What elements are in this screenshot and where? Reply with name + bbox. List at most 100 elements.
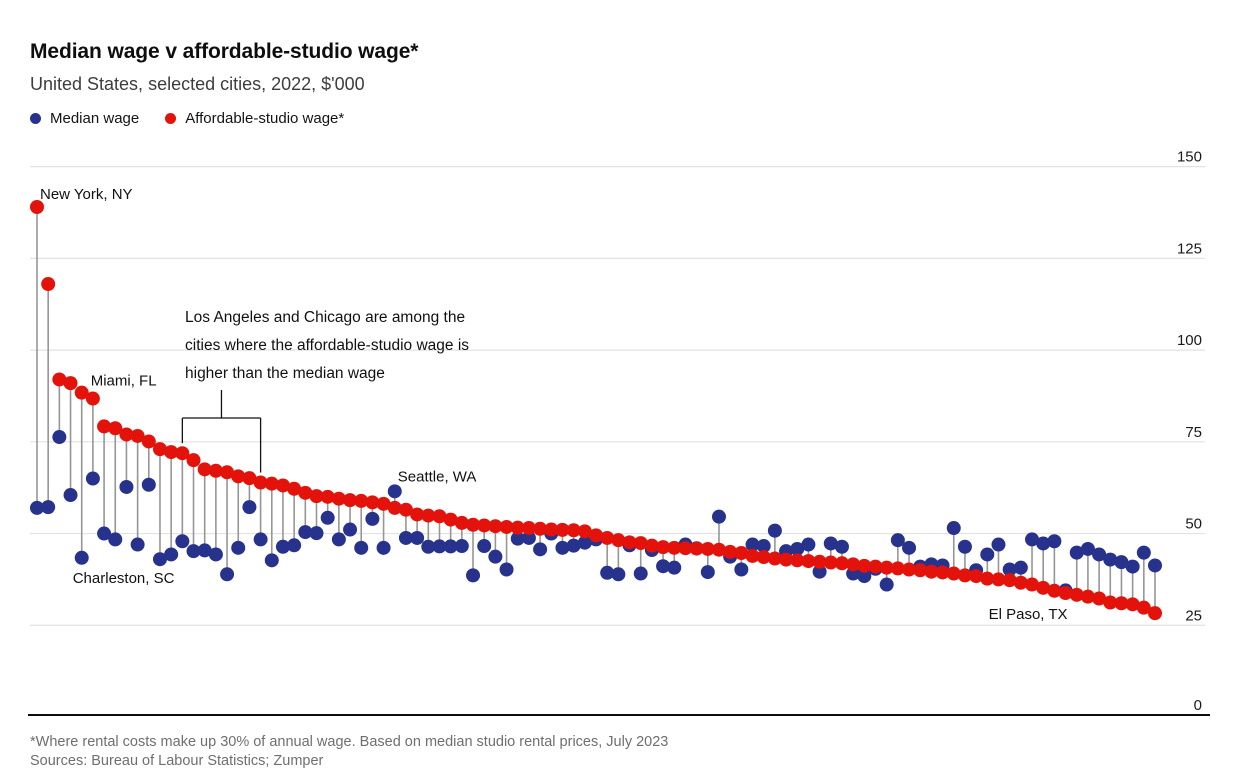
affordable-studio-wage-dot	[1036, 580, 1051, 595]
affordable-studio-wage-dot	[969, 569, 984, 584]
median-wage-dot	[611, 567, 626, 582]
median-wage-dot	[186, 544, 201, 559]
median-wage-dot	[432, 539, 447, 554]
affordable-studio-wage-dot	[577, 524, 592, 539]
affordable-studio-wage-dot	[1058, 585, 1073, 600]
footnote-sources: Sources: Bureau of Labour Statistics; Zu…	[30, 753, 324, 768]
median-wage-dot	[387, 484, 402, 499]
callout-text-line: cities where the affordable-studio wage …	[185, 337, 469, 354]
median-wage-dot	[812, 564, 827, 579]
median-wage-dot	[85, 471, 100, 486]
chart-subtitle: United States, selected cities, 2022, $'…	[30, 74, 365, 94]
city-labels: New York, NY Miami, FL Charleston, SC Seatt…	[40, 186, 1068, 623]
median-wage-dot	[790, 541, 805, 556]
affordable-studio-wage-dot	[935, 565, 950, 580]
median-wage-dot	[1013, 560, 1028, 575]
affordable-studio-wage-dot	[1069, 587, 1084, 602]
median-wage-dot	[30, 500, 44, 515]
median-wage-dot	[443, 539, 458, 554]
median-wage-dot	[577, 535, 592, 550]
affordable-studio-wage-dot	[879, 560, 894, 575]
affordable-studio-wage-dot	[946, 566, 961, 581]
affordable-studio-wage-dot	[186, 453, 201, 468]
y-tick-label: 25	[1185, 607, 1202, 624]
affordable-studio-wage-dot	[1013, 575, 1028, 590]
affordable-studio-wage-dot	[600, 530, 615, 545]
median-wage-dot	[667, 560, 682, 575]
median-wage-dot	[533, 542, 548, 557]
affordable-studio-wage-dot	[980, 571, 995, 586]
median-wage-dot	[1092, 547, 1107, 562]
affordable-studio-wage-dot	[432, 509, 447, 524]
affordable-studio-wage-dot	[1092, 591, 1107, 606]
affordable-studio-wage-dot	[287, 481, 302, 496]
median-wage-dot	[510, 531, 525, 546]
affordable-studio-wage-dot	[365, 495, 380, 510]
median-wage-dot	[175, 534, 190, 549]
median-wage-dot	[275, 539, 290, 554]
affordable-studio-wage-dot	[678, 541, 693, 556]
median-wage-dot	[991, 537, 1006, 552]
affordable-studio-wage-dot	[868, 559, 883, 574]
median-wage-dot-icon	[30, 113, 41, 124]
city-label: El Paso, TX	[989, 606, 1068, 623]
affordable-studio-wage-dot	[756, 550, 771, 565]
median-wage-dot	[220, 567, 235, 582]
affordable-studio-wage-dot	[410, 507, 425, 522]
affordable-studio-wage-dot	[152, 442, 167, 457]
affordable-studio-wage-dot	[667, 540, 682, 555]
affordable-studio-wage-dot	[555, 522, 570, 537]
median-wage-dot	[63, 488, 78, 503]
affordable-studio-wage-dot	[141, 434, 156, 449]
city-label: Charleston, SC	[73, 570, 175, 587]
affordable-studio-wage-dot	[633, 536, 648, 551]
affordable-studio-wage-dot	[801, 554, 816, 569]
median-wage-dot	[946, 521, 961, 536]
median-wage-dot	[566, 538, 581, 553]
legend: Median wage Affordable-studio wage*	[30, 110, 344, 127]
chart-title: Median wage v affordable-studio wage*	[30, 40, 419, 63]
median-wage-dot	[600, 565, 615, 580]
legend-label-affordable-studio-wage: Affordable-studio wage*	[185, 110, 345, 127]
median-wage-dot	[745, 537, 760, 552]
affordable-studio-wage-dot	[499, 519, 514, 534]
median-wage-dot	[41, 500, 56, 515]
affordable-studio-wage-dot	[589, 528, 603, 543]
median-wage-dot	[354, 540, 369, 555]
affordable-studio-wage-dot	[331, 491, 346, 506]
median-wage-dot	[164, 547, 179, 562]
median-wage-dot	[1002, 562, 1017, 577]
median-wage-dot	[1103, 552, 1118, 567]
median-wage-dot	[376, 540, 391, 555]
median-wage-dot	[197, 543, 212, 558]
affordable-studio-wage-dot	[812, 554, 827, 569]
affordable-studio-wage-dot	[488, 519, 503, 534]
affordable-studio-wage-dot	[376, 496, 391, 511]
affordable-studio-wage-dot	[208, 463, 223, 478]
median-wage-dot	[1148, 558, 1162, 573]
median-wage-dot	[421, 539, 436, 554]
median-wage-dot	[734, 562, 749, 577]
affordable-studio-wage-dot	[991, 572, 1006, 587]
median-wage-dot	[466, 568, 481, 583]
median-wage-dot	[555, 540, 570, 555]
affordable-studio-wage-dot-icon	[165, 113, 177, 124]
affordable-studio-wage-dot	[298, 485, 313, 500]
median-wage-dot	[879, 577, 894, 592]
y-tick-label: 0	[1194, 697, 1202, 714]
median-wage-dot	[343, 522, 358, 537]
median-wage-dot	[902, 540, 917, 555]
affordable-studio-wage-dot	[957, 568, 972, 583]
affordable-studio-wage-dot	[220, 465, 235, 480]
affordable-studio-wage-dot	[130, 428, 145, 443]
y-axis-tick-labels: 150 125 100 75 50 25 0	[1177, 149, 1202, 714]
median-wage-dot	[52, 430, 67, 445]
median-wage-dot	[309, 526, 324, 541]
affordable-studio-wage-dot	[1114, 596, 1129, 611]
callout-annotation: Los Angeles and Chicago are among the cit…	[181, 309, 469, 473]
affordable-studio-wage-dot	[30, 200, 44, 215]
affordable-studio-wage-dot	[700, 541, 715, 556]
affordable-studio-wage-dot	[767, 551, 782, 566]
